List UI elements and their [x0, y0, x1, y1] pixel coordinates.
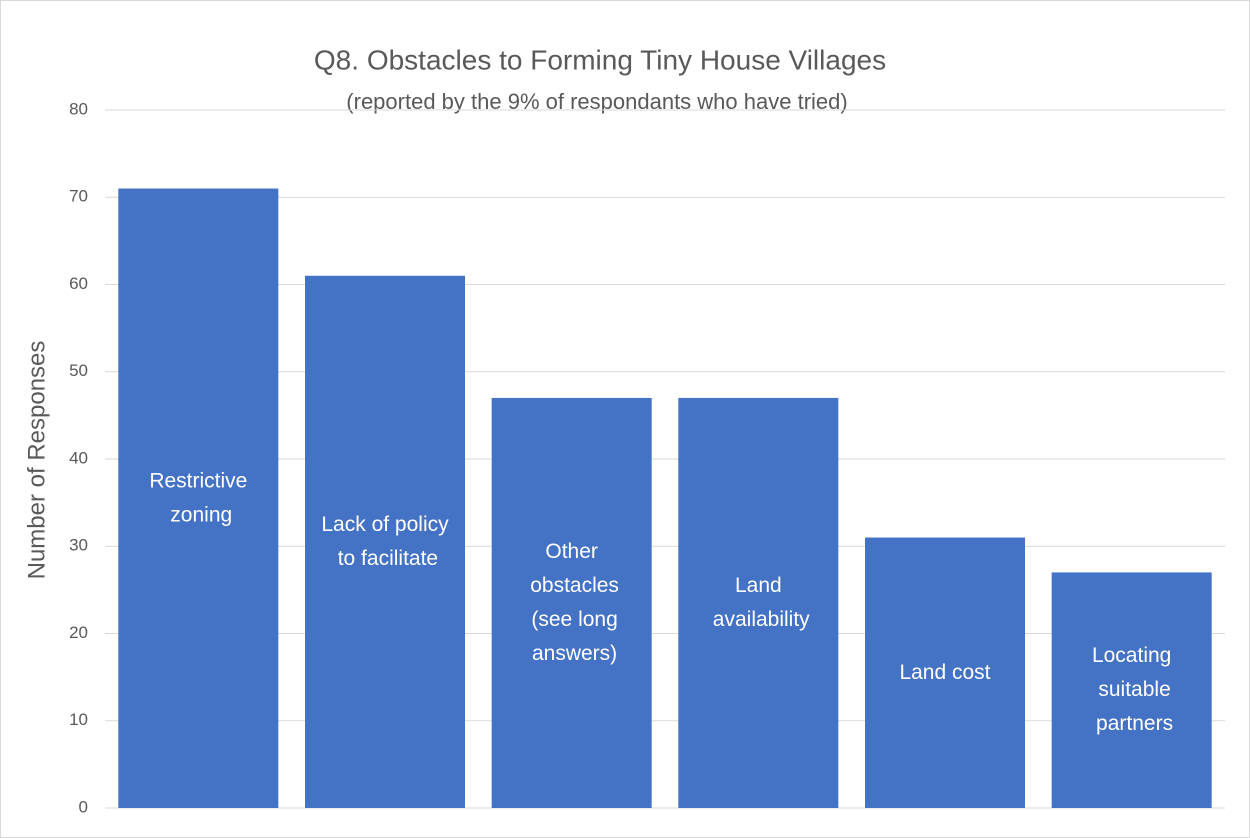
bar: [1051, 572, 1212, 808]
bar: [678, 397, 839, 808]
bar-category-label: Land cost: [899, 660, 990, 683]
bar: [865, 537, 1025, 808]
bar: [491, 397, 652, 808]
bar-category-label: Land availability: [707, 574, 810, 631]
bar-category-label: Lack of policy to facilitate: [321, 512, 449, 569]
bar: [118, 188, 279, 808]
y-tick-label: 10: [69, 710, 88, 729]
bar-category-label: Other obstacles (see long answers): [524, 540, 619, 665]
y-tick-label: 60: [69, 274, 88, 293]
y-tick-label: 30: [69, 536, 88, 555]
y-tick-label: 0: [79, 797, 88, 816]
y-axis-label: Number of Responses: [23, 341, 50, 580]
y-tick-label: 40: [69, 448, 88, 467]
chart-title: Q8. Obstacles to Forming Tiny House Vill…: [314, 44, 886, 75]
bar: [305, 275, 465, 808]
bar-category-label: Locating suitable partners: [1090, 644, 1173, 735]
y-tick-label: 70: [69, 187, 88, 206]
y-tick-label: 80: [69, 99, 88, 118]
y-tick-label: 50: [69, 361, 88, 380]
y-tick-label: 20: [69, 623, 88, 642]
bar-category-label: Restrictive zoning: [149, 469, 247, 526]
